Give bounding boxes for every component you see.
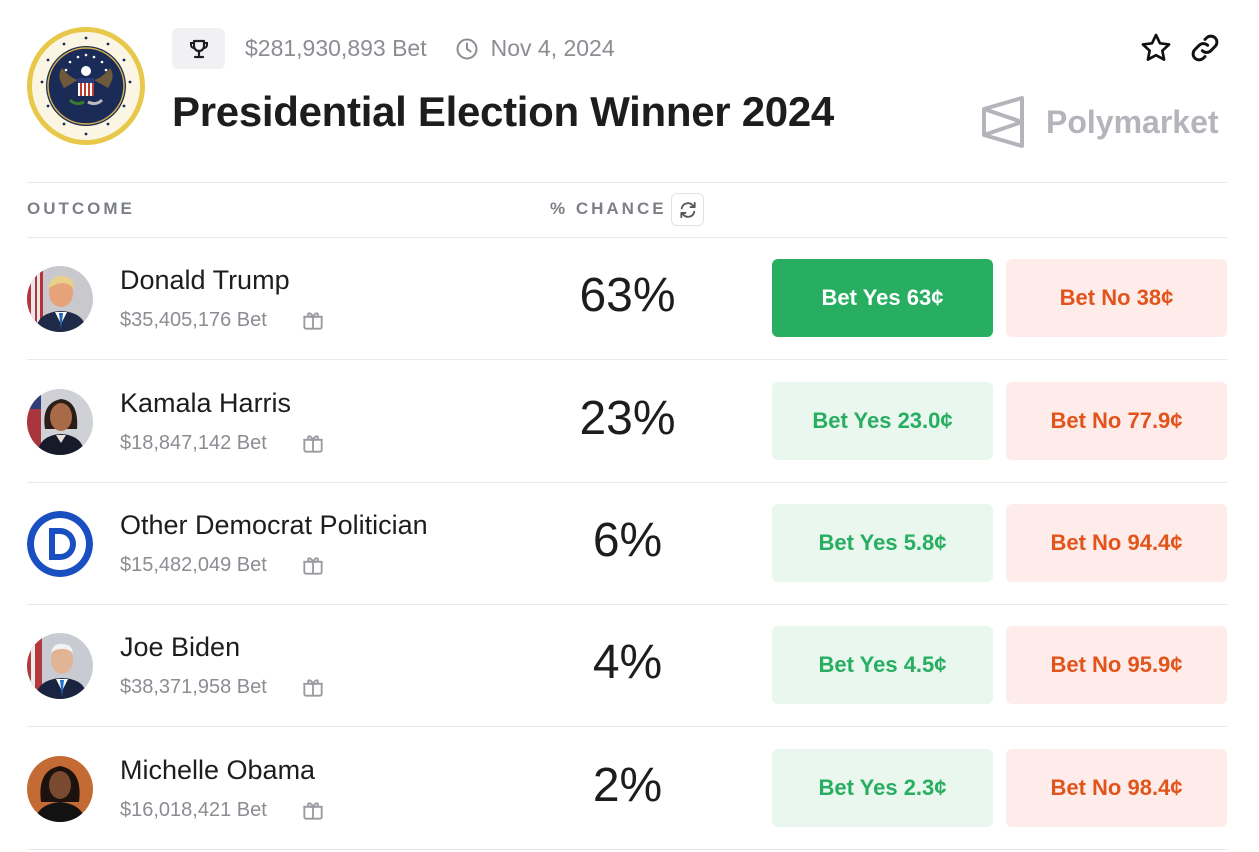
divider [27, 182, 1227, 183]
bet-no-button[interactable]: Bet No 95.9¢ [1006, 626, 1227, 704]
avatar [27, 633, 93, 699]
outcome-row[interactable]: Donald Trump $35,405,176 Bet 63% Bet Yes… [0, 238, 1259, 360]
link-icon[interactable] [1189, 32, 1221, 64]
brand-name: Polymarket [1046, 103, 1219, 140]
market-header: $281,930,893 Bet Nov 4, 2024 Presidentia… [0, 0, 1259, 170]
outcome-name[interactable]: Kamala Harris [120, 388, 292, 418]
avatar [27, 266, 93, 332]
market-meta: $281,930,893 Bet Nov 4, 2024 [172, 28, 615, 69]
outcome-row[interactable]: Other Democrat Politician $15,482,049 Be… [0, 483, 1259, 605]
outcome-volume: $38,371,958 Bet [120, 676, 267, 698]
trophy-icon [189, 39, 208, 58]
gift-icon[interactable] [300, 674, 326, 700]
polymarket-logo-icon [982, 96, 1024, 148]
bet-no-button[interactable]: Bet No 98.4¢ [1006, 749, 1227, 827]
democrat-logo-icon [27, 511, 93, 577]
bet-yes-button[interactable]: Bet Yes 4.5¢ [772, 626, 993, 704]
outcome-name[interactable]: Other Democrat Politician [120, 510, 428, 540]
outcome-volume: $15,482,049 Bet [120, 554, 267, 576]
outcome-row[interactable]: Joe Biden $38,371,958 Bet 4% Bet Yes 4.5… [0, 605, 1259, 727]
outcome-chance: 23% [579, 392, 676, 445]
market-end-date: Nov 4, 2024 [490, 35, 615, 61]
chance-column-header: % CHANCE [550, 199, 667, 218]
star-icon[interactable] [1139, 31, 1173, 65]
bet-yes-button[interactable]: Bet Yes 23.0¢ [772, 382, 993, 460]
clock-icon [456, 38, 478, 59]
outcome-volume: $16,018,421 Bet [120, 799, 267, 821]
bet-yes-button[interactable]: Bet Yes 63¢ [772, 259, 993, 337]
divider [27, 482, 1227, 483]
outcome-chance: 63% [579, 269, 676, 322]
outcome-chance: 2% [592, 759, 663, 812]
gift-icon[interactable] [300, 430, 326, 456]
bet-yes-button[interactable]: Bet Yes 5.8¢ [772, 504, 993, 582]
bet-no-button[interactable]: Bet No 77.9¢ [1006, 382, 1227, 460]
bet-no-button[interactable]: Bet No 38¢ [1006, 259, 1227, 337]
market-volume: $281,930,893 Bet [245, 35, 427, 61]
bet-yes-button[interactable]: Bet Yes 2.3¢ [772, 749, 993, 827]
outcome-name[interactable]: Michelle Obama [120, 755, 316, 785]
avatar [27, 389, 93, 455]
outcome-volume: $18,847,142 Bet [120, 432, 267, 454]
bet-no-button[interactable]: Bet No 94.4¢ [1006, 504, 1227, 582]
divider [27, 726, 1227, 727]
presidential-seal-icon [26, 26, 146, 146]
outcome-column-header: OUTCOME [27, 199, 135, 218]
outcome-chance: 6% [592, 514, 663, 567]
divider [27, 604, 1227, 605]
outcome-name[interactable]: Donald Trump [120, 265, 290, 295]
gift-icon[interactable] [300, 552, 326, 578]
polymarket-brand[interactable]: Polymarket [980, 95, 1219, 149]
trophy-badge[interactable] [172, 28, 225, 69]
divider [27, 359, 1227, 360]
refresh-button[interactable] [671, 193, 704, 226]
refresh-icon [679, 201, 696, 218]
divider [27, 849, 1227, 850]
outcome-row[interactable]: Kamala Harris $18,847,142 Bet 23% Bet Ye… [0, 361, 1259, 483]
outcome-name[interactable]: Joe Biden [120, 632, 241, 662]
gift-icon[interactable] [300, 307, 326, 333]
avatar [27, 756, 93, 822]
outcome-row[interactable]: Michelle Obama $16,018,421 Bet 2% Bet Ye… [0, 728, 1259, 850]
page-title: Presidential Election Winner 2024 [172, 88, 834, 135]
outcome-volume: $35,405,176 Bet [120, 309, 267, 331]
gift-icon[interactable] [300, 797, 326, 823]
outcome-chance: 4% [592, 636, 663, 689]
divider [27, 237, 1227, 238]
